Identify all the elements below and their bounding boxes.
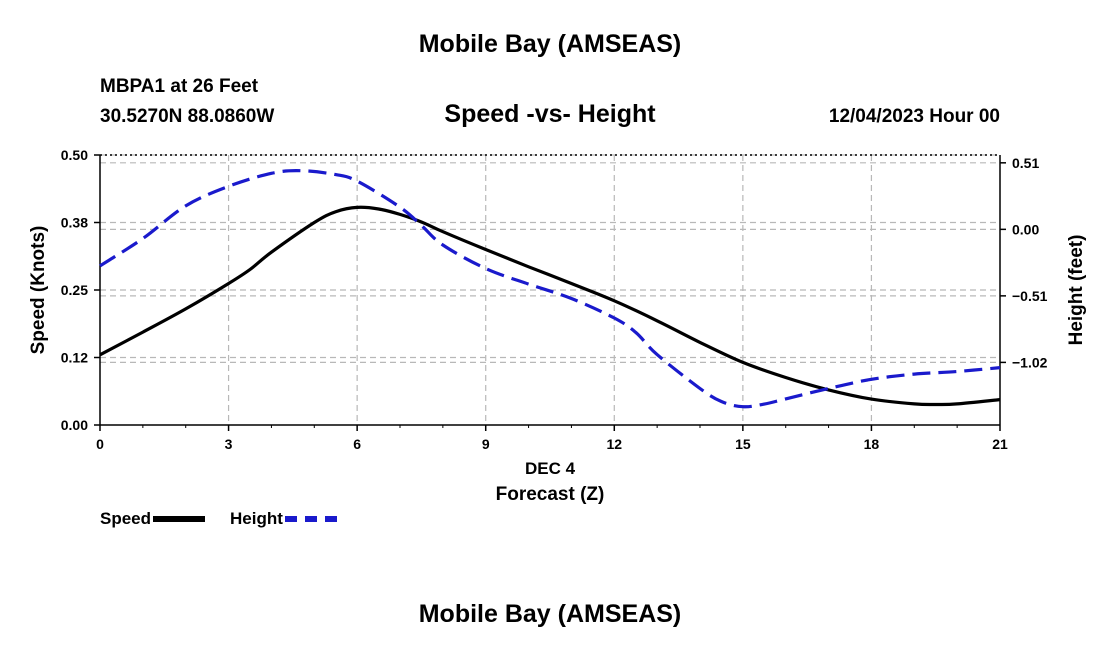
x-tick-label: 3 — [225, 436, 233, 452]
series-line-height — [99, 169, 1001, 409]
y-tick-label: 0.12 — [61, 350, 88, 366]
y-axis-label: Speed (Knots) — [28, 226, 49, 355]
station-coordinates: 30.5270N 88.0860W — [100, 106, 275, 127]
plot-frame — [99, 154, 1001, 426]
x-tick-label: 15 — [735, 436, 751, 452]
series-layer — [99, 169, 1001, 409]
x-tick-label: 6 — [353, 436, 361, 452]
x-axis-label: Forecast (Z) — [496, 484, 605, 505]
legend-height-swatch — [284, 516, 337, 522]
x-tick-label: 9 — [482, 436, 490, 452]
grid-layer — [100, 154, 1000, 425]
y2-tick-label: 0.51 — [1012, 155, 1039, 171]
x-tick-label: 12 — [606, 436, 622, 452]
main-title: Mobile Bay (AMSEAS) — [418, 30, 682, 58]
y2-tick-label: 0.00 — [1012, 221, 1039, 237]
y2-tick-label: −0.51 — [1012, 288, 1048, 304]
x-axis-day-label: DEC 4 — [525, 459, 576, 478]
forecast-datetime: 12/04/2023 Hour 00 — [828, 106, 1000, 127]
ticks-layer: 0 3 6 9 12 15 18 21 0.00 0.12 0.25 0.38 0.50 −1.02 −0.… — [61, 147, 1048, 452]
x-tick-label: 18 — [864, 436, 880, 452]
legend-speed: Speed — [100, 509, 206, 529]
chart-subtitle: Speed -vs- Height — [444, 100, 656, 128]
x-tick-label: 0 — [96, 436, 104, 452]
y-tick-label: 0.25 — [61, 282, 88, 298]
legend-height-label: Height — [230, 509, 283, 528]
y2-axis-label: Height (feet) — [1066, 235, 1087, 346]
footer-title: Mobile Bay (AMSEAS) — [418, 600, 682, 628]
station-label: MBPA1 at 26 Feet — [100, 76, 259, 97]
y-tick-label: 0.50 — [61, 147, 88, 163]
legend-height: Height — [230, 509, 337, 529]
y2-tick-label: −1.02 — [1012, 354, 1048, 370]
x-tick-label: 21 — [992, 436, 1008, 452]
y-tick-label: 0.38 — [61, 215, 88, 231]
y-tick-label: 0.00 — [61, 417, 88, 433]
legend-speed-swatch — [153, 516, 206, 522]
series-line-speed — [99, 205, 1001, 407]
legend-speed-label: Speed — [100, 509, 152, 528]
